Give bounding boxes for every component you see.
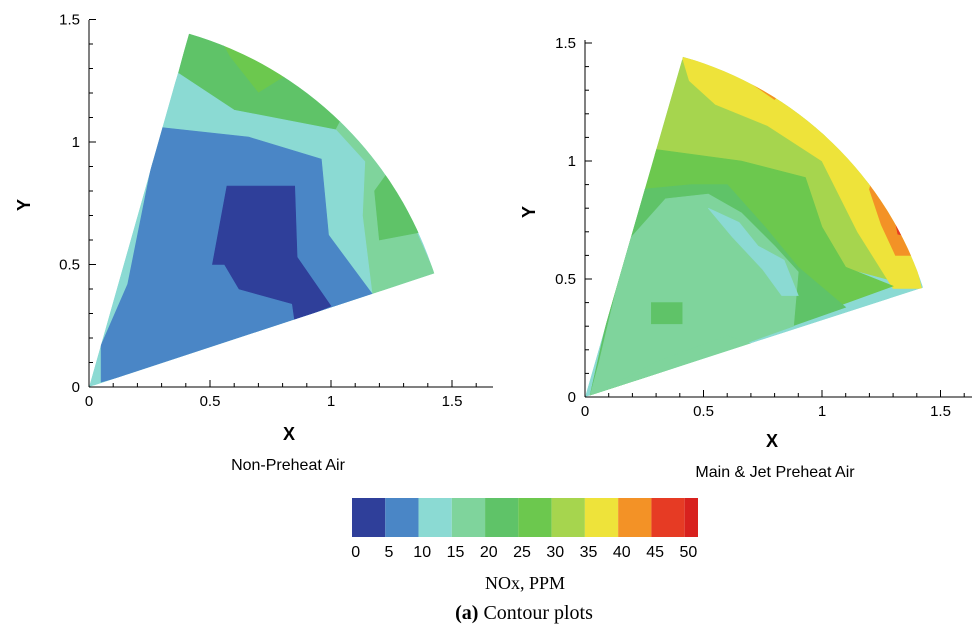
colorbar-swatch-0-5 [352,498,386,537]
colorbar-swatch-50+ [684,498,698,537]
x-tick-label: 0.5 [693,403,714,420]
contour-region-10-15 [708,207,799,296]
colorbar-swatch-40-45 [618,498,652,537]
y-tick-label: 1 [72,134,80,151]
x-axis-label: X [766,431,778,451]
colorbar-tick-label: 30 [546,544,564,561]
colorbar-tick-label: 50 [679,544,697,561]
x-tick-label: 0 [85,393,93,410]
y-tick-label: 0 [72,379,80,396]
colorbar-tick-label: 15 [447,544,465,561]
colorbar-tick-label: 20 [480,544,498,561]
colorbar-swatch-25-30 [518,498,552,537]
x-axis-label: X [283,424,295,444]
colorbar-tick-label: 40 [613,544,631,561]
caption-label: (a) [455,602,478,624]
y-axis-label: Y [14,199,34,211]
x-tick-label: 0 [581,403,589,420]
y-tick-label: 0 [568,389,576,406]
colorbar-swatch-35-40 [584,498,619,537]
colorbar-swatch-15-20 [451,498,486,537]
y-tick-label: 0.5 [555,271,576,288]
colorbar-tick-label: 10 [413,544,431,561]
colorbar-tick-label: 25 [513,544,531,561]
colorbar-swatch-5-10 [385,498,419,537]
contour-region-20-25 [651,302,683,325]
colorbar-tick-label: 0 [351,544,360,561]
colorbar: 0 5 10 15 20 25 30 35 40 45 50 [351,498,698,561]
colorbar-tick-label: 35 [580,544,598,561]
y-axis-label: Y [519,206,539,218]
colorbar-title: NOx, PPM [485,573,565,593]
x-tick-label: 1 [818,403,826,420]
contour-region-45-50 [754,68,778,91]
y-tick-label: 0.5 [59,257,80,274]
plot-title-non-preheat: Non-Preheat Air [231,457,346,474]
caption-text: Contour plots [478,602,593,624]
colorbar-swatch-45-50 [651,498,685,537]
contour-plot-main-jet-preheat: 0 0.5 1 1.5 0 0.5 1 1.5 X Y [519,35,972,451]
colorbar-swatch-30-35 [551,498,585,537]
plot-title-main-jet-preheat: Main & Jet Preheat Air [695,464,855,481]
contour-plot-non-preheat: 0 0.5 1 1.5 0 0.5 1 1.5 X Y [14,12,493,444]
x-tick-label: 1.5 [930,403,951,420]
y-tick-label: 1.5 [59,12,80,29]
y-tick-label: 1 [568,153,576,170]
x-tick-label: 1.5 [442,393,463,410]
colorbar-swatch-10-15 [418,498,452,537]
colorbar-swatch-20-25 [485,498,519,537]
figure-caption: (a) Contour plots [455,602,593,624]
colorbar-tick-label: 45 [646,544,664,561]
y-tick-label: 1.5 [555,35,576,52]
contour-region-0-5 [212,185,332,322]
colorbar-tick-label: 5 [384,544,393,561]
x-tick-label: 1 [327,393,335,410]
x-tick-label: 0.5 [200,393,221,410]
